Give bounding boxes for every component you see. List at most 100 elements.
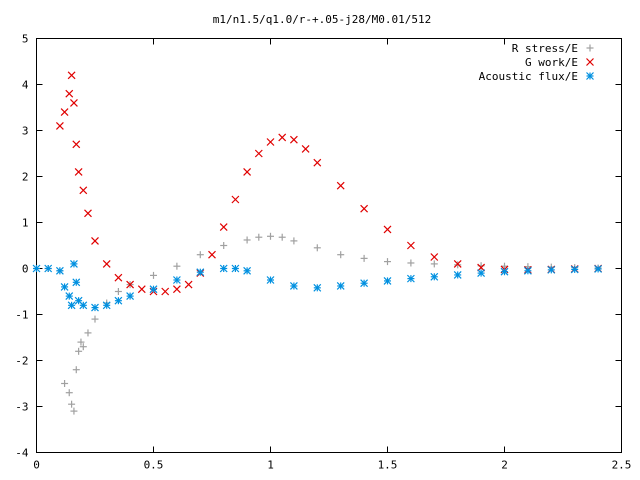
data-point <box>289 135 298 144</box>
data-point <box>430 272 439 281</box>
legend-label: Acoustic flux/E <box>479 70 578 83</box>
data-point <box>219 223 228 232</box>
data-point <box>161 287 170 296</box>
x-tick-label: 0 <box>33 459 40 472</box>
y-tick-label: 0 <box>22 263 29 276</box>
data-point <box>72 366 80 374</box>
legend-label: G work/E <box>525 56 578 69</box>
data-point <box>267 232 274 240</box>
data-point <box>220 242 228 249</box>
data-point <box>150 271 157 279</box>
data-point <box>383 276 392 285</box>
data-point <box>313 283 322 292</box>
series-2 <box>55 71 603 296</box>
data-point <box>91 236 99 245</box>
y-tick-label: -1 <box>15 309 28 322</box>
data-point <box>55 121 64 130</box>
data-point <box>172 276 181 284</box>
data-point <box>384 258 391 266</box>
y-tick-label: 4 <box>22 79 29 92</box>
data-point <box>360 279 369 288</box>
data-point <box>32 264 41 273</box>
chart-title: m1/n1.5/q1.0/r-+.05-j28/M0.01/512 <box>213 13 432 26</box>
data-point <box>266 138 275 146</box>
data-point <box>65 89 74 98</box>
legend-label: R stress/E <box>512 42 578 55</box>
data-point <box>102 259 111 268</box>
series-1 <box>33 232 602 415</box>
legend-marker <box>586 58 594 66</box>
data-point <box>243 167 252 176</box>
data-point <box>255 233 263 241</box>
data-point <box>266 276 275 284</box>
data-point <box>313 158 322 167</box>
data-point <box>231 195 240 204</box>
y-tick-label: -2 <box>15 355 28 368</box>
data-point <box>523 266 532 275</box>
data-point <box>114 296 123 305</box>
data-point <box>102 301 111 310</box>
data-point <box>278 233 286 241</box>
data-point <box>79 301 88 310</box>
data-point <box>407 259 415 267</box>
data-point <box>68 400 76 408</box>
axis-ticks: 0 0.5 1 1.5 2 2.5 -4 -3 -2 -1 0 1 2 3 4 5 <box>15 33 631 472</box>
series-3 <box>32 259 603 312</box>
x-tick-label: 2 <box>501 459 508 472</box>
data-point <box>196 268 205 277</box>
data-point <box>79 186 88 195</box>
y-tick-label: 3 <box>22 125 29 138</box>
data-point <box>313 244 321 252</box>
data-point <box>172 285 181 294</box>
data-point <box>453 271 462 279</box>
data-point <box>278 133 287 142</box>
y-tick-label: -4 <box>15 447 29 460</box>
data-point <box>406 241 415 250</box>
data-point <box>336 282 345 290</box>
data-point <box>336 181 345 190</box>
data-point <box>406 274 415 283</box>
data-point <box>301 144 310 153</box>
data-point <box>91 303 99 312</box>
data-point <box>547 265 556 274</box>
data-point <box>70 407 78 415</box>
data-point <box>75 347 83 355</box>
data-point <box>84 209 92 218</box>
x-tick-label: 1 <box>267 459 274 472</box>
data-point <box>137 285 146 294</box>
data-point <box>77 338 85 346</box>
data-point <box>67 301 76 310</box>
data-point <box>454 261 462 269</box>
data-point <box>453 259 462 268</box>
x-tick-label: 2.5 <box>612 459 632 472</box>
data-point <box>477 269 486 278</box>
data-point <box>477 263 486 272</box>
data-point <box>243 266 252 275</box>
data-point <box>500 267 509 276</box>
data-point <box>243 236 251 244</box>
plot-frame <box>36 38 622 453</box>
data-point <box>196 251 204 259</box>
data-point <box>72 140 81 149</box>
data-point <box>114 273 123 282</box>
data-point <box>72 278 81 287</box>
data-point <box>290 237 298 245</box>
data-point <box>65 292 74 301</box>
data-point <box>70 98 78 107</box>
data-point <box>360 254 368 262</box>
y-tick-label: 5 <box>22 33 29 46</box>
data-point <box>208 250 216 259</box>
legend-marker <box>586 72 594 80</box>
data-point <box>44 264 53 273</box>
x-tick-label: 0.5 <box>144 459 164 472</box>
data-point <box>74 167 83 176</box>
data-point <box>219 264 228 273</box>
data-point <box>61 380 69 387</box>
data-point <box>67 71 76 80</box>
data-point <box>430 260 438 268</box>
data-point <box>337 251 345 259</box>
data-point <box>126 280 135 289</box>
data-point <box>79 343 87 351</box>
